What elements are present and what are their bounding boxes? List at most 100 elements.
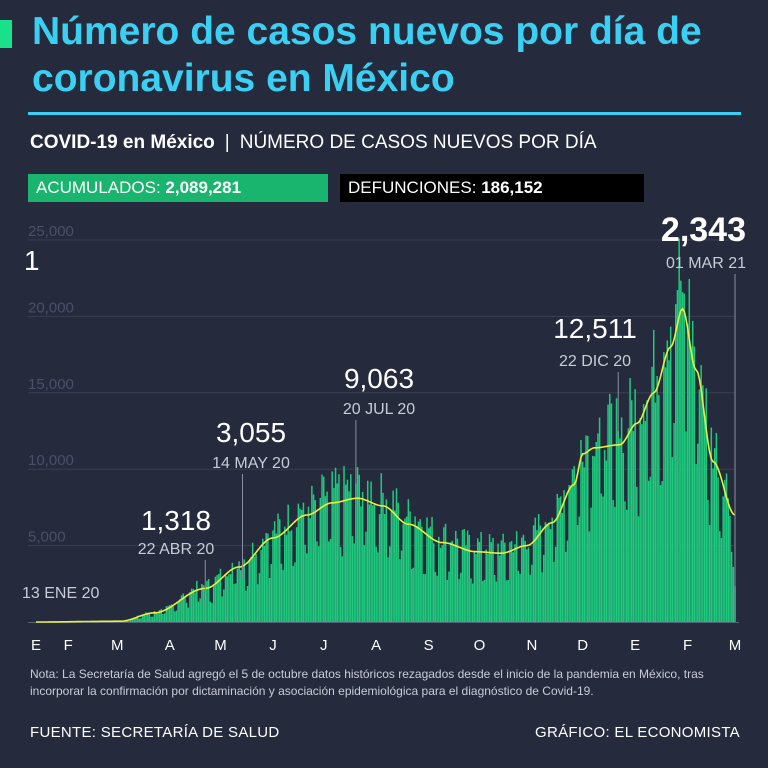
bar [556,493,559,622]
bar [514,544,516,622]
bar [175,610,178,622]
bar [187,607,190,622]
bar [446,579,449,622]
bar [573,466,575,622]
bar [571,469,574,622]
bar [307,506,310,622]
bar [463,528,465,622]
bar [515,531,518,622]
trend-line-group [36,307,736,623]
bar [394,510,396,622]
bar [209,601,212,622]
bar [197,601,200,622]
x-month-label: O [474,637,486,654]
bar [165,606,168,622]
bar [598,417,601,622]
bar [402,523,405,622]
bar [380,473,383,622]
bar [724,479,726,622]
x-month-label: J [269,637,277,654]
annotation-date: 14 MAY 20 [212,455,290,472]
bar [248,560,251,622]
bar [370,481,372,622]
title-divider [28,112,741,115]
bars [35,238,736,623]
bar [663,352,665,622]
bar [429,526,432,622]
bar [223,589,225,622]
bar [407,499,410,622]
bar [174,611,176,622]
bar [678,238,680,623]
bar [218,573,220,622]
bar [157,612,159,622]
bar [595,441,597,622]
bar [688,279,691,622]
bar [319,497,322,622]
bar [192,589,195,622]
bar [586,435,589,622]
bar [624,501,626,622]
bar [531,564,533,622]
bar [453,544,455,622]
bar [148,612,151,622]
x-month-label: S [424,637,434,654]
bar [646,400,648,622]
bar [465,545,467,622]
accumulated-badge: ACUMULADOS: 2,089,281 [28,174,328,202]
bar [548,522,550,622]
bar [363,545,366,622]
bar [720,537,723,622]
bar [372,505,374,622]
bar [184,596,186,622]
bar [412,567,415,622]
bar [680,280,682,622]
bar [519,573,521,622]
bar [284,526,286,622]
bar [324,496,327,622]
bar [409,511,411,622]
bar [544,522,547,622]
bar [487,553,489,622]
bar [422,574,425,622]
bar [179,599,181,622]
bar [277,513,279,622]
bar [207,579,210,622]
bar [439,547,442,622]
bar [647,480,650,622]
bar [546,523,548,622]
bar [658,395,660,622]
annotation-value: 1 [24,245,40,276]
bar [317,546,320,622]
bar [443,527,445,622]
bar [189,592,191,622]
bar [228,574,230,622]
bar [668,360,670,622]
bar [563,490,565,622]
bar [461,529,464,622]
bar [404,518,406,622]
bar [182,593,185,622]
bar [236,568,239,622]
bar [622,452,625,622]
bar [414,516,416,622]
bar [480,532,482,622]
bar [490,542,493,622]
bar [297,503,300,622]
bar [417,521,420,622]
bar [133,617,135,622]
bar [722,496,724,622]
bar [360,506,362,622]
source-credit: FUENTE: SECRETARÍA DE SALUD [30,724,280,741]
y-tick-label: 5,000 [28,529,66,546]
bar [194,592,196,622]
bar [355,483,357,622]
bar [421,526,423,622]
annotation-date: 13 ENE 20 [22,585,99,602]
bar [675,304,677,622]
bar [620,417,623,622]
bar [278,519,281,622]
bar [637,516,640,622]
bar [644,421,647,622]
